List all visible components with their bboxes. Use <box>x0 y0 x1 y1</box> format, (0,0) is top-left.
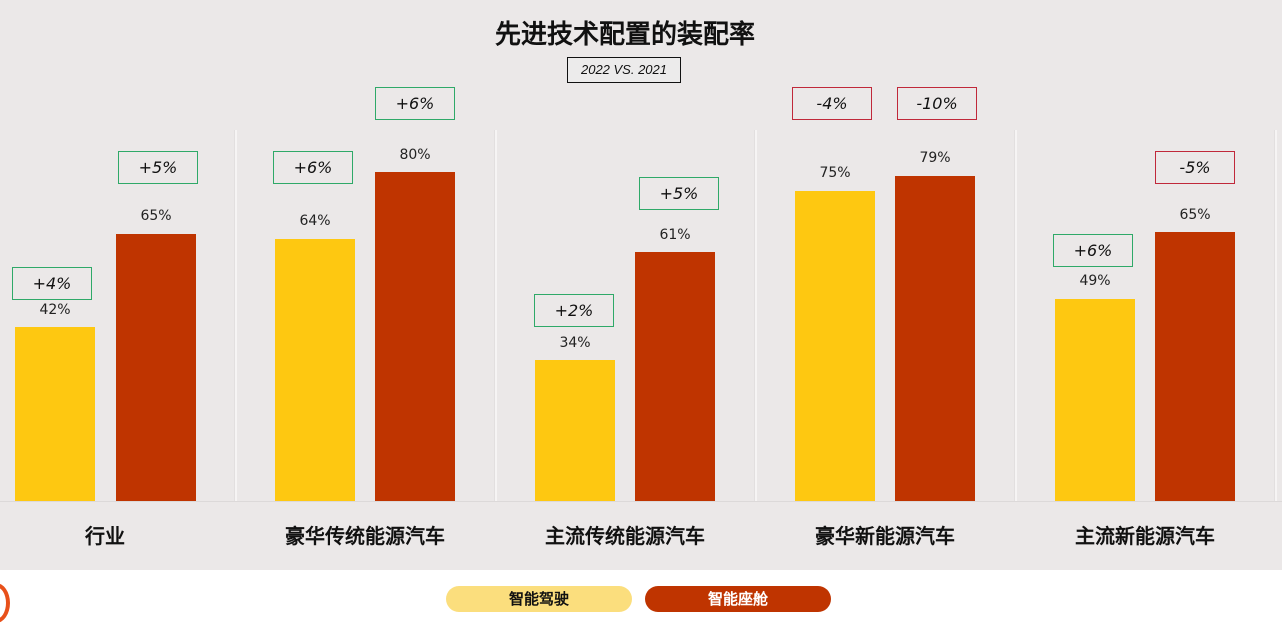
category-label: 豪华新能源汽车 <box>815 524 955 548</box>
delta-badge: +6% <box>1053 234 1133 267</box>
bar-cockpit <box>1155 232 1235 501</box>
bar-value-label: 64% <box>299 213 331 229</box>
bar-cockpit <box>895 176 975 501</box>
x-axis-baseline <box>0 501 1282 502</box>
category-label: 行业 <box>85 524 125 548</box>
delta-badge: -5% <box>1155 151 1235 184</box>
delta-badge: +6% <box>273 151 353 184</box>
brand-logo-icon <box>0 583 10 623</box>
chart-subtitle: 2022 VS. 2021 <box>567 57 681 83</box>
bar-adas <box>535 360 615 501</box>
bar-adas <box>1055 299 1135 501</box>
delta-badge: +6% <box>375 87 455 120</box>
group-divider <box>1014 130 1017 502</box>
bar-cockpit <box>635 252 715 501</box>
group-divider <box>754 130 757 502</box>
delta-badge: +4% <box>12 267 92 300</box>
bar-value-label: 75% <box>819 165 851 181</box>
bar-value-label: 79% <box>919 150 951 166</box>
delta-badge: +5% <box>639 177 719 210</box>
bar-value-label: 80% <box>399 147 431 163</box>
delta-badge: -10% <box>897 87 977 120</box>
group-divider <box>234 130 237 502</box>
delta-badge: +5% <box>118 151 198 184</box>
bar-cockpit <box>375 172 455 501</box>
delta-badge: +2% <box>534 294 614 327</box>
category-label: 豪华传统能源汽车 <box>285 524 445 548</box>
bar-cockpit <box>116 234 196 501</box>
group-divider <box>494 130 497 502</box>
bar-value-label: 65% <box>140 208 172 224</box>
bar-value-label: 65% <box>1179 207 1211 223</box>
category-label: 主流新能源汽车 <box>1075 524 1215 548</box>
bar-value-label: 34% <box>559 335 591 351</box>
bar-adas <box>275 239 355 501</box>
delta-badge: -4% <box>792 87 872 120</box>
bar-adas <box>15 327 95 501</box>
chart-title: 先进技术配置的装配率 <box>494 20 755 50</box>
category-label: 主流传统能源汽车 <box>545 524 705 548</box>
bar-value-label: 61% <box>659 227 691 243</box>
bar-adas <box>795 191 875 501</box>
group-divider <box>1274 130 1277 502</box>
bar-value-label: 42% <box>39 302 71 318</box>
bar-value-label: 49% <box>1079 273 1111 289</box>
legend-item-cockpit: 智能座舱 <box>645 586 831 612</box>
legend-item-adas: 智能驾驶 <box>446 586 632 612</box>
